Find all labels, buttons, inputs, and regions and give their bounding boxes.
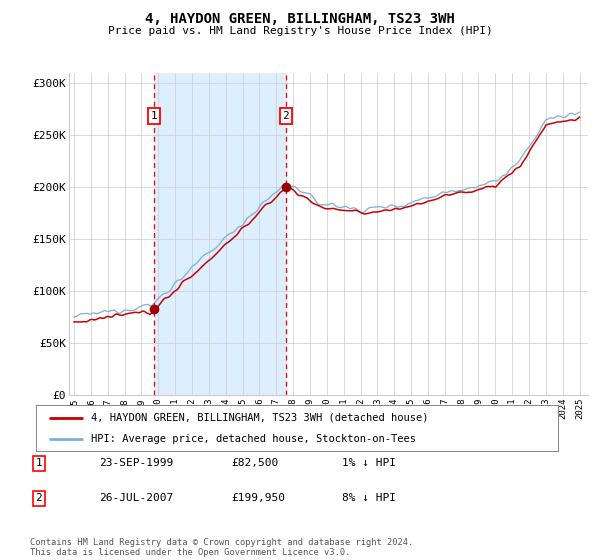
Text: Price paid vs. HM Land Registry's House Price Index (HPI): Price paid vs. HM Land Registry's House … xyxy=(107,26,493,36)
Text: 1: 1 xyxy=(151,111,157,122)
Text: 2: 2 xyxy=(283,111,289,122)
Text: 2: 2 xyxy=(35,493,43,503)
Text: £199,950: £199,950 xyxy=(231,493,285,503)
Text: 23-SEP-1999: 23-SEP-1999 xyxy=(99,458,173,468)
Text: 26-JUL-2007: 26-JUL-2007 xyxy=(99,493,173,503)
Text: 4, HAYDON GREEN, BILLINGHAM, TS23 3WH: 4, HAYDON GREEN, BILLINGHAM, TS23 3WH xyxy=(145,12,455,26)
Bar xyxy=(154,73,286,395)
Text: 8% ↓ HPI: 8% ↓ HPI xyxy=(342,493,396,503)
Text: 1: 1 xyxy=(35,458,43,468)
Text: 4, HAYDON GREEN, BILLINGHAM, TS23 3WH (detached house): 4, HAYDON GREEN, BILLINGHAM, TS23 3WH (d… xyxy=(91,413,428,423)
Text: Contains HM Land Registry data © Crown copyright and database right 2024.
This d: Contains HM Land Registry data © Crown c… xyxy=(30,538,413,557)
Text: 1% ↓ HPI: 1% ↓ HPI xyxy=(342,458,396,468)
Text: HPI: Average price, detached house, Stockton-on-Tees: HPI: Average price, detached house, Stoc… xyxy=(91,435,416,444)
Text: £82,500: £82,500 xyxy=(231,458,278,468)
